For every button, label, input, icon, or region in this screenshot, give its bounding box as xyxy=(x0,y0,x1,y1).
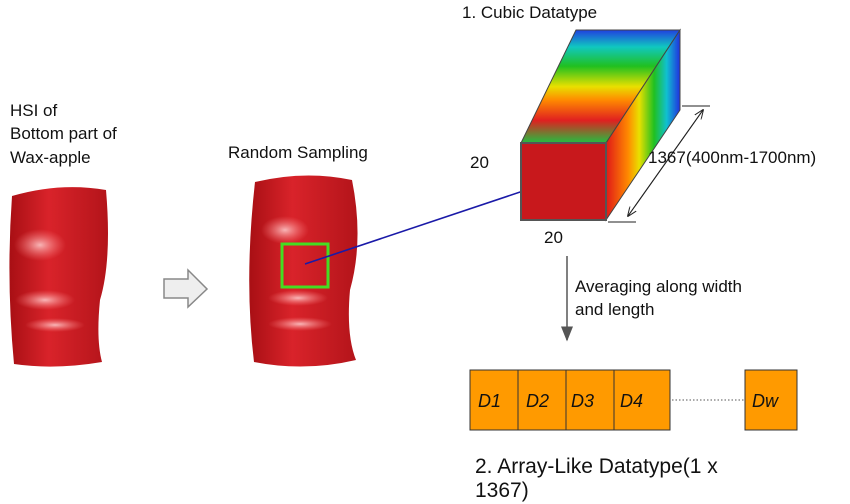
averaging-label: Averaging along width xyxy=(575,277,742,296)
array-cell: D2 xyxy=(517,369,567,431)
dimension-line xyxy=(628,109,704,216)
cell-label: D3 xyxy=(571,391,594,411)
hsi-label: HSI of xyxy=(10,101,58,120)
apple-image xyxy=(249,175,358,367)
array-cell: D4 xyxy=(613,369,671,431)
array-title: 2. Array-Like Datatype(1 x xyxy=(475,455,718,478)
cell-label: D4 xyxy=(620,391,643,411)
cube-width: 20 xyxy=(544,228,563,247)
hsi-label: Bottom part of xyxy=(10,124,117,143)
array-cell: D3 xyxy=(565,369,615,431)
apple-image xyxy=(9,187,108,367)
cell-label: D1 xyxy=(478,391,501,411)
sample-window xyxy=(280,242,330,289)
cube-title: 1. Cubic Datatype xyxy=(462,3,597,22)
cell-label: Dw xyxy=(752,391,779,411)
sample-arrow xyxy=(304,176,564,265)
array-cell: D1 xyxy=(469,369,519,431)
cube xyxy=(520,28,681,222)
cell-label: D2 xyxy=(526,391,549,411)
cube-height: 20 xyxy=(470,153,489,172)
array-title: 1367) xyxy=(475,479,529,502)
cube-depth: 1367(400nm-1700nm) xyxy=(648,148,816,167)
flow-arrow xyxy=(163,268,209,309)
averaging-label: and length xyxy=(575,300,654,319)
array-cell: Dw xyxy=(744,369,798,431)
sampling-label: Random Sampling xyxy=(228,143,368,162)
hsi-label: Wax-apple xyxy=(10,148,91,167)
